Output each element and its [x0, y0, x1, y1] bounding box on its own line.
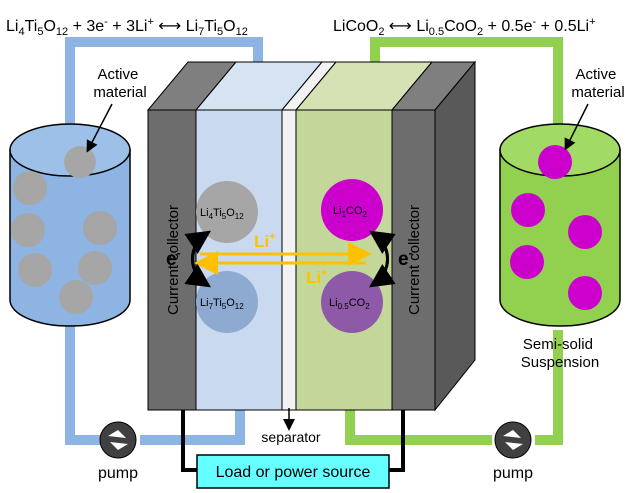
active-particle: [13, 171, 47, 205]
cathode-compartment: [295, 109, 393, 411]
separator-layer: [281, 109, 297, 411]
anolyte-tank: [9, 123, 131, 327]
equation-right: LiCoO2 ⟷ Li0.5CoO2 + 0.5e- + 0.5Li+: [333, 16, 596, 38]
active-particle: [83, 211, 117, 245]
current-collector-left-label: Current collector: [165, 205, 182, 315]
li-ion-arrows: [194, 242, 372, 275]
electron-left-label: e-: [166, 246, 181, 270]
anode-particle-top: [196, 181, 258, 243]
anolyte-pipes: [65, 37, 263, 445]
load-box: [196, 454, 390, 489]
load-label: Load or power source: [216, 464, 371, 481]
cathode-particle-bottom: [321, 271, 383, 333]
active-material-right-pointer: [564, 103, 589, 151]
active-particle: [568, 276, 602, 310]
pump-right-label: pump: [493, 465, 533, 482]
li-ion-top-label: Li+: [254, 231, 276, 251]
catholyte-tank: [499, 123, 621, 327]
active-material-left-label: Active material: [93, 66, 146, 101]
active-particle: [18, 253, 52, 287]
electron-right-label: e-: [398, 246, 413, 270]
anode-particle-bottom: [196, 271, 258, 333]
active-particle: [510, 245, 544, 279]
load-wires: [181, 410, 405, 472]
pump-left-label: pump: [98, 465, 138, 482]
active-particle: [11, 213, 45, 247]
active-particle: [59, 280, 93, 314]
pump-right-icon: [494, 421, 532, 459]
anode-particle-bottom-label: Li7Ti5O12: [200, 297, 244, 311]
current-collector-right: [391, 109, 436, 411]
active-particle: [511, 193, 545, 227]
electron-arrows: [184, 230, 396, 288]
current-collector-right-label: Current collector: [406, 205, 423, 315]
suspension-label: Semi-solid Suspension: [521, 336, 599, 371]
active-particle: [78, 251, 112, 285]
pump-left-icon: [99, 421, 137, 459]
active-material-left-pointer: [86, 103, 113, 153]
cell-particles: [196, 179, 383, 333]
anode-compartment: [195, 109, 283, 411]
cell-stack: [146, 60, 477, 412]
cathode-particle-top-label: Li1CO2: [333, 205, 368, 219]
active-particle: [568, 215, 602, 249]
cathode-particle-bottom-label: Li0.5CO2: [329, 297, 370, 311]
active-material-right-label: Active material: [571, 66, 624, 101]
active-particle: [64, 146, 96, 178]
anode-particle-top-label: Li4Ti5O12: [200, 207, 244, 221]
separator-label: separator: [261, 429, 320, 445]
li-ion-bottom-label: Li+: [306, 267, 328, 287]
equation-left: Li4Ti5O12 + 3e- + 3Li+ ⟷ Li7Ti5O12: [6, 16, 248, 38]
active-particle: [538, 145, 572, 179]
catholyte-pipes: [345, 37, 563, 445]
cathode-particle-top: [321, 179, 383, 241]
